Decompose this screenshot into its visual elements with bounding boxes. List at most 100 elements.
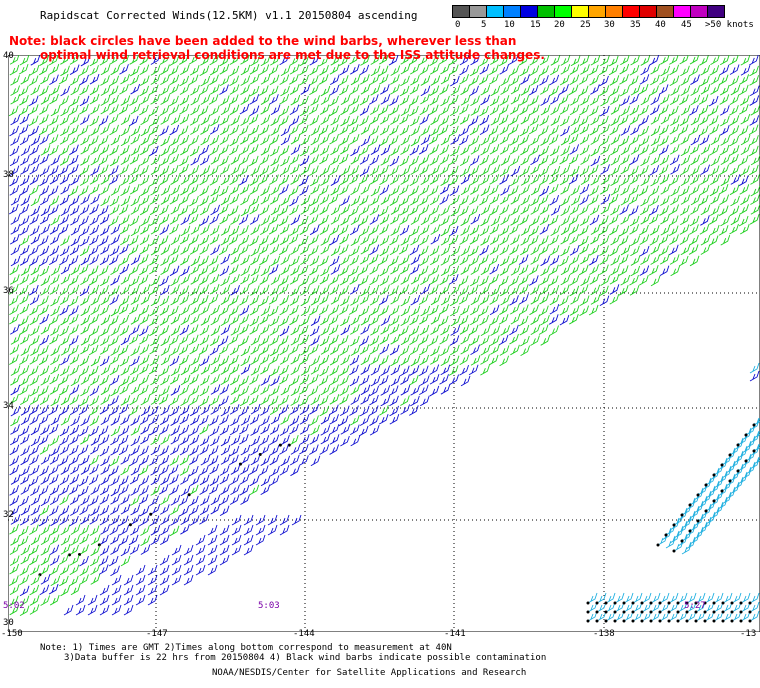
wind-barb bbox=[429, 144, 439, 155]
wind-barb bbox=[149, 424, 160, 436]
wind-barb bbox=[669, 55, 679, 65]
wind-barb bbox=[689, 124, 700, 136]
wind-barb bbox=[169, 373, 180, 385]
wind-barb bbox=[60, 273, 71, 285]
wind-barb bbox=[409, 244, 420, 256]
wind-barb bbox=[720, 175, 731, 187]
wind-barb bbox=[60, 205, 71, 216]
wind-barb bbox=[380, 155, 391, 166]
wind-barb bbox=[400, 235, 411, 246]
wind-barb bbox=[30, 345, 40, 356]
wind-barb bbox=[50, 354, 60, 366]
wind-barb bbox=[120, 375, 130, 387]
wind-barb bbox=[459, 104, 469, 115]
wind-barb bbox=[139, 264, 149, 276]
wind-barb bbox=[209, 425, 220, 437]
wind-barb bbox=[358, 264, 369, 275]
wind-barb bbox=[609, 224, 619, 236]
wind-barb bbox=[609, 284, 620, 295]
wind-barb bbox=[399, 85, 410, 97]
wind-barb bbox=[220, 374, 231, 386]
wind-barb bbox=[329, 255, 340, 267]
wind-barb bbox=[488, 125, 499, 136]
wind-barb bbox=[439, 144, 450, 156]
contamination-dot bbox=[640, 601, 644, 605]
wind-barb bbox=[160, 244, 171, 255]
wind-barb bbox=[150, 434, 161, 445]
wind-barb bbox=[378, 254, 389, 265]
wind-barb bbox=[190, 94, 201, 106]
wind-barb bbox=[348, 304, 359, 315]
wind-barb bbox=[69, 95, 80, 107]
wind-barb bbox=[70, 415, 80, 427]
wind-barb bbox=[569, 264, 580, 275]
wind-barb bbox=[520, 165, 530, 177]
wind-barb bbox=[138, 384, 149, 396]
wind-barb bbox=[449, 305, 460, 317]
wind-barb bbox=[649, 55, 660, 66]
wind-barb bbox=[300, 285, 310, 296]
wind-barb bbox=[479, 114, 490, 126]
wind-barb bbox=[479, 245, 489, 256]
wind-barb bbox=[30, 135, 41, 146]
contamination-dot bbox=[712, 619, 716, 623]
wind-barb bbox=[109, 395, 119, 406]
wind-barb bbox=[249, 64, 260, 75]
wind-barb bbox=[289, 74, 299, 85]
wind-barb bbox=[239, 324, 249, 335]
wind-barb bbox=[70, 214, 80, 226]
wind-barb bbox=[229, 184, 240, 195]
wind-barb bbox=[129, 473, 140, 485]
wind-barb bbox=[520, 335, 530, 347]
wind-barb bbox=[729, 135, 740, 147]
wind-barb bbox=[59, 554, 69, 565]
wind-barb bbox=[330, 344, 340, 355]
wind-barb bbox=[410, 214, 421, 225]
wind-barb bbox=[189, 385, 200, 396]
wind-barb bbox=[149, 263, 159, 275]
wind-barb bbox=[29, 325, 40, 336]
wind-barb bbox=[340, 254, 350, 266]
wind-barb bbox=[180, 314, 191, 326]
wind-barb bbox=[539, 174, 550, 186]
wind-barb bbox=[309, 274, 319, 286]
wind-barb bbox=[139, 344, 150, 355]
wind-barb bbox=[410, 63, 420, 75]
contamination-dot bbox=[187, 493, 191, 497]
wind-barb bbox=[80, 134, 90, 146]
scale-label: 40 bbox=[655, 20, 666, 30]
wind-barb bbox=[159, 214, 170, 225]
wind-barb bbox=[39, 85, 49, 97]
wind-barb bbox=[440, 345, 450, 356]
wind-barb bbox=[228, 333, 239, 345]
wind-barb bbox=[628, 193, 639, 205]
wind-barb bbox=[160, 434, 170, 445]
wind-barb bbox=[319, 354, 330, 366]
wind-barb bbox=[350, 384, 361, 395]
wind-barb bbox=[238, 125, 249, 136]
wind-barb bbox=[260, 415, 270, 427]
wind-barb bbox=[459, 305, 470, 316]
wind-barb bbox=[195, 544, 206, 556]
wind-barb bbox=[269, 345, 280, 357]
wind-barb bbox=[289, 375, 300, 386]
wind-barb bbox=[718, 184, 729, 195]
wind-barb bbox=[18, 63, 29, 75]
wind-barb bbox=[320, 344, 331, 355]
wind-barb bbox=[408, 55, 419, 65]
wind-barb bbox=[239, 434, 249, 445]
wind-barb bbox=[139, 55, 150, 66]
wind-barb bbox=[290, 214, 301, 226]
wind-barb bbox=[339, 274, 350, 286]
wind-barb bbox=[460, 333, 470, 345]
contamination-dot bbox=[613, 601, 617, 605]
wind-barb bbox=[111, 604, 122, 616]
wind-barb bbox=[690, 194, 701, 206]
wind-barb bbox=[560, 245, 570, 257]
wind-barb bbox=[128, 235, 139, 246]
wind-barb bbox=[229, 135, 240, 147]
wind-barb bbox=[741, 442, 752, 454]
wind-barb bbox=[318, 55, 329, 67]
wind-barb bbox=[59, 404, 70, 416]
wind-barb bbox=[118, 535, 129, 546]
